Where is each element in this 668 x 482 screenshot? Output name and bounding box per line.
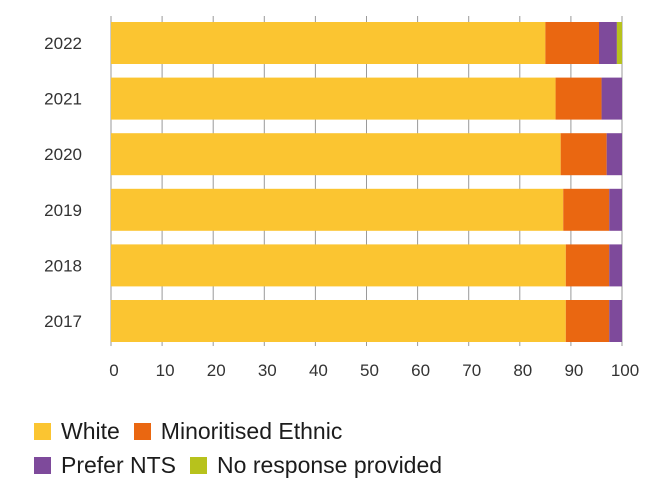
x-tick-label-60: 60 bbox=[411, 361, 430, 380]
bar-2021-series-0 bbox=[111, 77, 556, 120]
grid-lines bbox=[110, 16, 623, 346]
legend-swatch-no-response bbox=[190, 456, 208, 474]
legend-label-no-response: No response provided bbox=[217, 451, 443, 478]
y-tick-label-2019: 2019 bbox=[44, 201, 82, 220]
legend-item-no-response: No response provided bbox=[190, 452, 442, 479]
legend-label-minoritised-ethnic: Minoritised Ethnic bbox=[160, 417, 343, 444]
bar-2018-series-1 bbox=[565, 244, 610, 287]
bar-2017-series-2 bbox=[609, 300, 622, 342]
bar-2020-series-1 bbox=[560, 133, 607, 176]
bar-2021-series-1 bbox=[555, 77, 602, 120]
y-tick-label-2022: 2022 bbox=[44, 34, 82, 53]
bar-2022-series-1 bbox=[545, 22, 600, 64]
x-tick-label-50: 50 bbox=[360, 361, 379, 380]
x-tick-label-10: 10 bbox=[156, 361, 175, 380]
bars bbox=[111, 22, 622, 342]
x-tick-label-0: 0 bbox=[109, 361, 118, 380]
legend-row-2: Prefer NTS No response provided bbox=[34, 448, 456, 482]
x-tick-label-90: 90 bbox=[564, 361, 583, 380]
legend-row-1: White Minoritised Ethnic bbox=[34, 414, 456, 448]
bar-2017-series-1 bbox=[565, 300, 610, 342]
legend-item-minoritised-ethnic: Minoritised Ethnic bbox=[133, 417, 343, 445]
bar-2017-series-0 bbox=[111, 300, 566, 342]
legend-label-white: White bbox=[61, 417, 120, 444]
x-tick-label-80: 80 bbox=[513, 361, 532, 380]
bar-2019-series-2 bbox=[609, 188, 622, 231]
x-tick-label-70: 70 bbox=[462, 361, 481, 380]
x-tick-label-20: 20 bbox=[207, 361, 226, 380]
legend-item-white: White bbox=[34, 418, 120, 445]
legend-item-prefer-nts: Prefer NTS bbox=[34, 452, 176, 479]
stacked-bar-chart: 2022 2021 2020 2019 2018 2017 0 10 20 30 40 50 60 70… bbox=[44, 16, 639, 380]
bar-2020-series-2 bbox=[606, 133, 622, 176]
y-tick-label-2020: 2020 bbox=[44, 145, 82, 164]
legend: White Minoritised Ethnic Prefer NTS No r… bbox=[34, 414, 456, 482]
bar-2021-series-2 bbox=[601, 77, 622, 120]
legend-swatch-prefer-nts bbox=[34, 456, 51, 474]
bar-2022-series-2 bbox=[599, 22, 617, 64]
bar-2020-series-0 bbox=[111, 133, 561, 176]
legend-swatch-minoritised-ethnic bbox=[133, 422, 151, 440]
bar-2018-series-2 bbox=[609, 244, 622, 287]
x-tick-label-40: 40 bbox=[309, 361, 328, 380]
x-axis-labels: 0 10 20 30 40 50 60 70 80 90 100 bbox=[109, 361, 639, 380]
x-tick-label-30: 30 bbox=[258, 361, 277, 380]
x-tick-label-100: 100 bbox=[611, 361, 639, 380]
legend-label-prefer-nts: Prefer NTS bbox=[61, 451, 177, 478]
y-tick-label-2017: 2017 bbox=[44, 312, 82, 331]
bar-2018-series-0 bbox=[111, 244, 566, 287]
legend-swatch-white bbox=[34, 422, 51, 440]
y-axis-labels: 2022 2021 2020 2019 2018 2017 bbox=[44, 34, 82, 331]
bar-2022-series-3 bbox=[616, 22, 622, 64]
y-tick-label-2018: 2018 bbox=[44, 256, 82, 275]
bar-2019-series-0 bbox=[111, 188, 564, 231]
bar-2019-series-1 bbox=[563, 188, 610, 231]
bar-2022-series-0 bbox=[111, 22, 546, 64]
y-tick-label-2021: 2021 bbox=[44, 90, 82, 109]
